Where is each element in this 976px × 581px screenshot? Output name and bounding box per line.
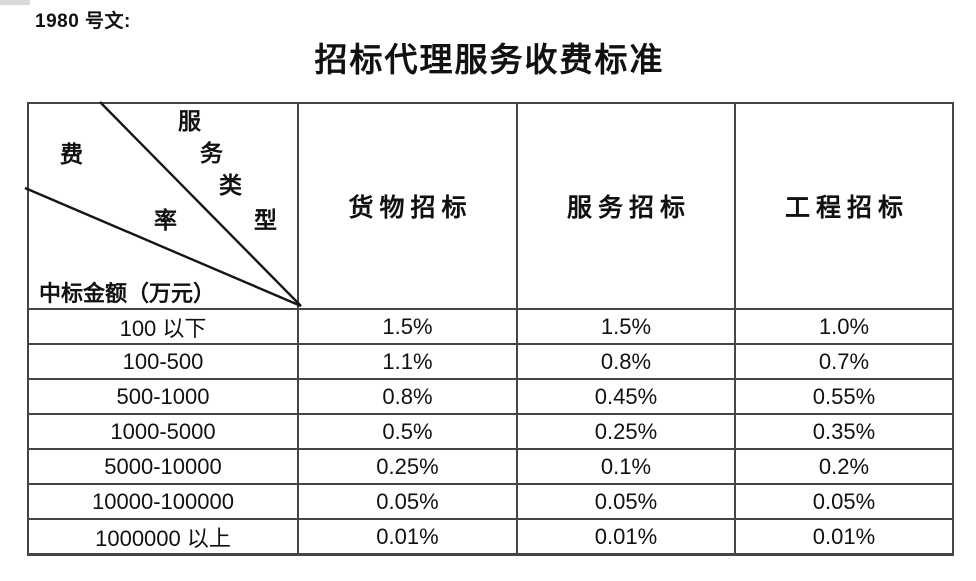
fee-cell: 1.5% [297,308,518,345]
row-header-amount-range: 500-1000 [27,378,299,415]
column-header-works-bidding: 工程招标 [734,102,954,310]
fee-cell: 0.8% [297,378,518,415]
fee-cell: 0.05% [297,483,518,520]
diagonal-label-rate-char-1: 费 [60,142,83,167]
doc-ref-label: 1980 号文: [35,11,131,32]
diagonal-label-service-type-char-4: 型 [254,208,277,233]
row-header-amount-range: 100 以下 [27,308,299,345]
row-header-amount-range: 5000-10000 [27,448,299,485]
fee-cell: 0.01% [297,518,518,556]
page-title: 招标代理服务收费标准 [314,43,665,79]
diagonal-divider-lines [24,101,302,308]
fee-cell: 1.5% [516,308,736,345]
column-header-goods-bidding: 货物招标 [297,102,518,310]
corner-amount-label: 中标金额（万元） [39,281,216,306]
diagonal-label-service-type-char-1: 服 [178,109,201,134]
fee-cell: 0.8% [516,343,736,380]
fee-cell: 0.45% [516,378,736,415]
table-row: 100 以下 1.5% 1.5% 1.0% [27,308,954,345]
fee-cell: 0.01% [734,518,954,556]
diagonal-label-service-type-char-3: 类 [219,173,242,198]
table-header-row: 费 率 服 务 类 型 中标金额（万元） 货物招标 服务招标 工程招标 [24,101,954,310]
table-row: 10000-100000 0.05% 0.05% 0.05% [27,483,954,520]
fee-cell: 1.1% [297,343,518,380]
row-header-amount-range: 100-500 [27,343,299,380]
fee-cell: 0.25% [516,413,736,450]
table-corner-cell: 费 率 服 务 类 型 中标金额（万元） [24,101,302,310]
fee-cell: 0.05% [516,483,736,520]
column-header-service-bidding: 服务招标 [516,102,736,310]
fee-cell: 0.55% [734,378,954,415]
fee-cell: 0.5% [297,413,518,450]
table-row: 5000-10000 0.25% 0.1% 0.2% [27,448,954,485]
table-row: 500-1000 0.8% 0.45% 0.55% [27,378,954,415]
row-header-amount-range: 1000000 以上 [27,518,299,556]
page-corner-artifact [0,0,30,5]
table-row: 1000000 以上 0.01% 0.01% 0.01% [27,518,954,556]
fee-cell: 0.05% [734,483,954,520]
table-row: 100-500 1.1% 0.8% 0.7% [27,343,954,380]
fee-cell: 0.7% [734,343,954,380]
fee-cell: 0.25% [297,448,518,485]
fee-cell: 0.1% [516,448,736,485]
fee-table: 费 率 服 务 类 型 中标金额（万元） 货物招标 服务招标 工程招标 100 … [24,101,954,556]
fee-cell: 0.01% [516,518,736,556]
fee-cell: 0.35% [734,413,954,450]
fee-cell: 0.2% [734,448,954,485]
table-row: 1000-5000 0.5% 0.25% 0.35% [27,413,954,450]
row-header-amount-range: 10000-100000 [27,483,299,520]
row-header-amount-range: 1000-5000 [27,413,299,450]
diagonal-label-rate-char-2: 率 [154,208,177,233]
fee-cell: 1.0% [734,308,954,345]
diagonal-label-service-type-char-2: 务 [200,141,223,166]
